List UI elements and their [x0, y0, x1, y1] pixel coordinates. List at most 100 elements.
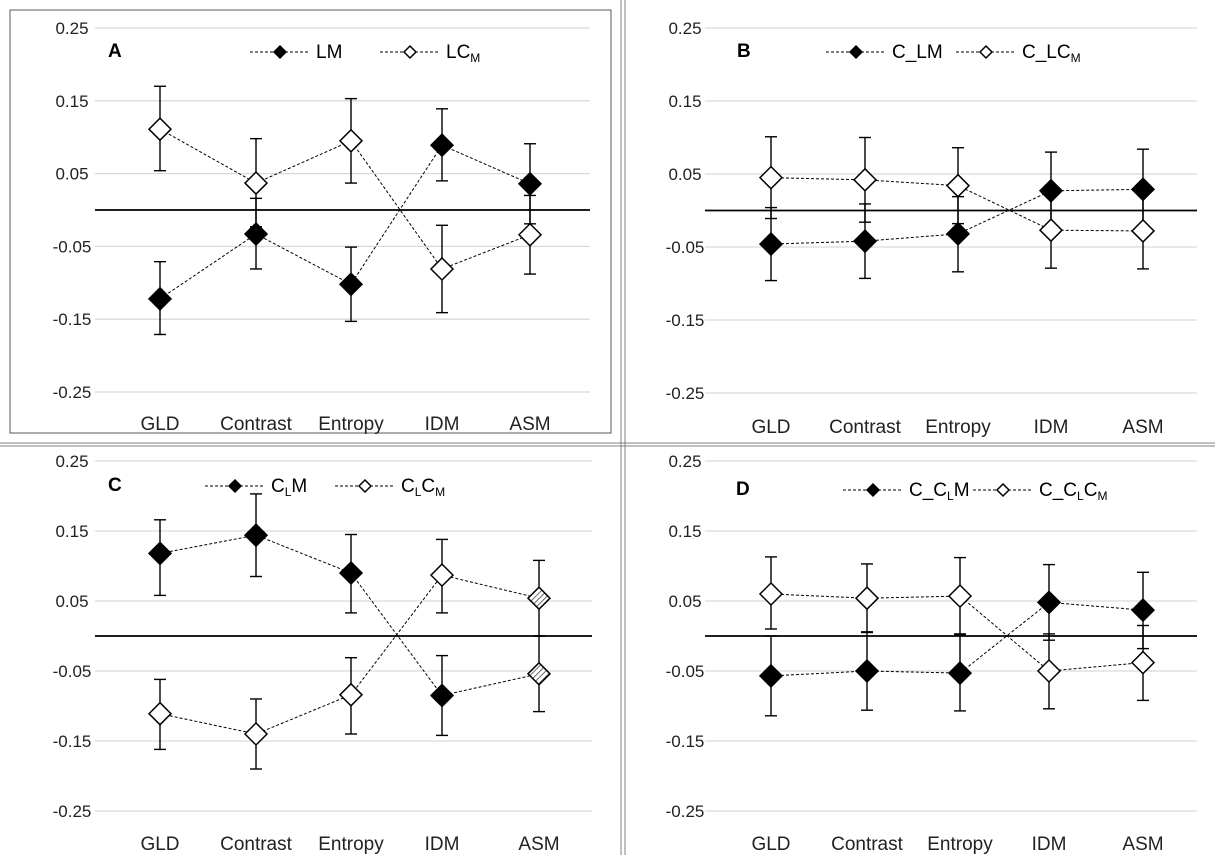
y-tick-label: 0.05: [668, 165, 701, 184]
x-category-label: IDM: [425, 834, 460, 855]
data-point: [517, 171, 543, 196]
series-line: [159, 144, 531, 300]
legend-marker: [272, 44, 288, 60]
y-tick-label: -0.05: [53, 662, 92, 681]
data-point: [852, 167, 878, 192]
series-filled: [758, 148, 1156, 282]
legend-label: CLM: [271, 476, 307, 499]
chart-panel-b: 0.25 0.15 0.05 -0.05 -0.15 -0.25 GLD Contrast En…: [666, 19, 1197, 438]
x-category-label: GLD: [751, 417, 790, 438]
series-open: [147, 538, 552, 770]
y-tick-label: -0.15: [53, 732, 92, 751]
y-tick-label: -0.15: [53, 310, 92, 329]
x-category-label: Entropy: [925, 417, 991, 438]
panel-label: B: [737, 41, 751, 62]
x-category-label: ASM: [1122, 834, 1163, 855]
y-tick-label: 0.15: [668, 92, 701, 111]
y-tick-label: 0.05: [55, 165, 88, 184]
data-point: [852, 229, 878, 254]
chart-panel-c: 0.25 0.15 0.05 -0.05 -0.15 -0.25 GLD Contrast En…: [53, 452, 592, 855]
x-category-label: Contrast: [220, 834, 293, 855]
x-category-label: GLD: [140, 414, 179, 435]
data-point: [147, 117, 173, 142]
data-point: [1036, 590, 1062, 615]
data-point: [338, 682, 364, 707]
x-category-label: ASM: [518, 834, 559, 855]
series-line: [770, 593, 1144, 672]
y-tick-label: -0.25: [53, 802, 92, 821]
panel-label: C: [108, 475, 122, 496]
series-open: [758, 556, 1156, 710]
y-tick-label: -0.25: [666, 384, 705, 403]
y-tick-label: 0.05: [55, 592, 88, 611]
data-point: [1130, 218, 1156, 244]
data-point: [338, 560, 364, 586]
y-tick-label: 0.25: [668, 19, 701, 38]
data-point: [147, 701, 173, 726]
legend-marker: [865, 482, 881, 498]
legend: CLM CLCM: [205, 476, 445, 499]
series-line: [159, 128, 531, 270]
x-category-label: Contrast: [831, 834, 904, 855]
data-point: [429, 133, 455, 158]
x-category-label: Contrast: [829, 417, 902, 438]
data-point: [1130, 598, 1156, 623]
series-open: [147, 85, 543, 314]
series-filled: [758, 563, 1156, 717]
x-category-label: Entropy: [318, 834, 384, 855]
y-tick-label: 0.15: [55, 92, 88, 111]
data-point: [526, 586, 552, 611]
x-category-label: Contrast: [220, 414, 293, 435]
y-tick-label: -0.25: [53, 383, 92, 402]
x-category-label: GLD: [140, 834, 179, 855]
legend: C_LM C_LCM: [826, 42, 1081, 65]
x-category-label: GLD: [751, 834, 790, 855]
data-point: [1036, 658, 1062, 684]
data-point: [147, 541, 173, 566]
legend-label: C_LCM: [1022, 42, 1081, 65]
y-tick-label: 0.25: [668, 452, 701, 471]
legend-marker: [402, 44, 418, 60]
series-line: [159, 534, 540, 697]
data-point: [429, 683, 455, 708]
y-tick-label: 0.25: [55, 452, 88, 471]
legend-label: C_CLCM: [1039, 480, 1107, 503]
data-point: [947, 584, 973, 609]
x-category-label: IDM: [425, 414, 460, 435]
legend-label: CLCM: [401, 476, 445, 499]
panel-label: A: [108, 41, 122, 62]
legend: C_CLM C_CLCM: [843, 480, 1107, 503]
data-point: [945, 221, 971, 246]
data-point: [243, 221, 269, 247]
data-point: [854, 658, 880, 684]
legend-label: C_CLM: [909, 480, 970, 503]
panel-frame: [9, 9, 612, 434]
data-point: [338, 272, 364, 297]
legend: LM LCM: [250, 42, 480, 65]
y-tick-label: -0.05: [53, 237, 92, 256]
data-point: [526, 661, 552, 686]
y-tick-label: 0.15: [668, 522, 701, 541]
data-point: [147, 286, 173, 311]
data-point: [1038, 218, 1064, 243]
data-point: [429, 563, 455, 588]
y-tick-label: -0.15: [666, 732, 705, 751]
data-point: [854, 586, 880, 611]
legend-marker: [978, 44, 994, 60]
chart-panel-d: 0.25 0.15 0.05 -0.05 -0.15 -0.25 GLD Contrast En…: [666, 452, 1197, 855]
legend-label: C_LM: [892, 42, 943, 63]
x-category-label: Entropy: [318, 414, 384, 435]
data-point: [758, 581, 784, 607]
x-category-label: ASM: [1122, 417, 1163, 438]
legend-marker: [227, 478, 243, 494]
y-tick-label: -0.05: [666, 238, 705, 257]
x-category-label: Entropy: [927, 834, 993, 855]
x-category-label: IDM: [1032, 834, 1067, 855]
y-tick-label: 0.15: [55, 522, 88, 541]
legend-marker: [357, 478, 373, 494]
data-point: [1130, 650, 1156, 675]
data-point: [758, 165, 784, 190]
legend-label: LM: [316, 42, 342, 63]
legend-label: LCM: [446, 42, 480, 65]
x-category-label: ASM: [509, 414, 550, 435]
